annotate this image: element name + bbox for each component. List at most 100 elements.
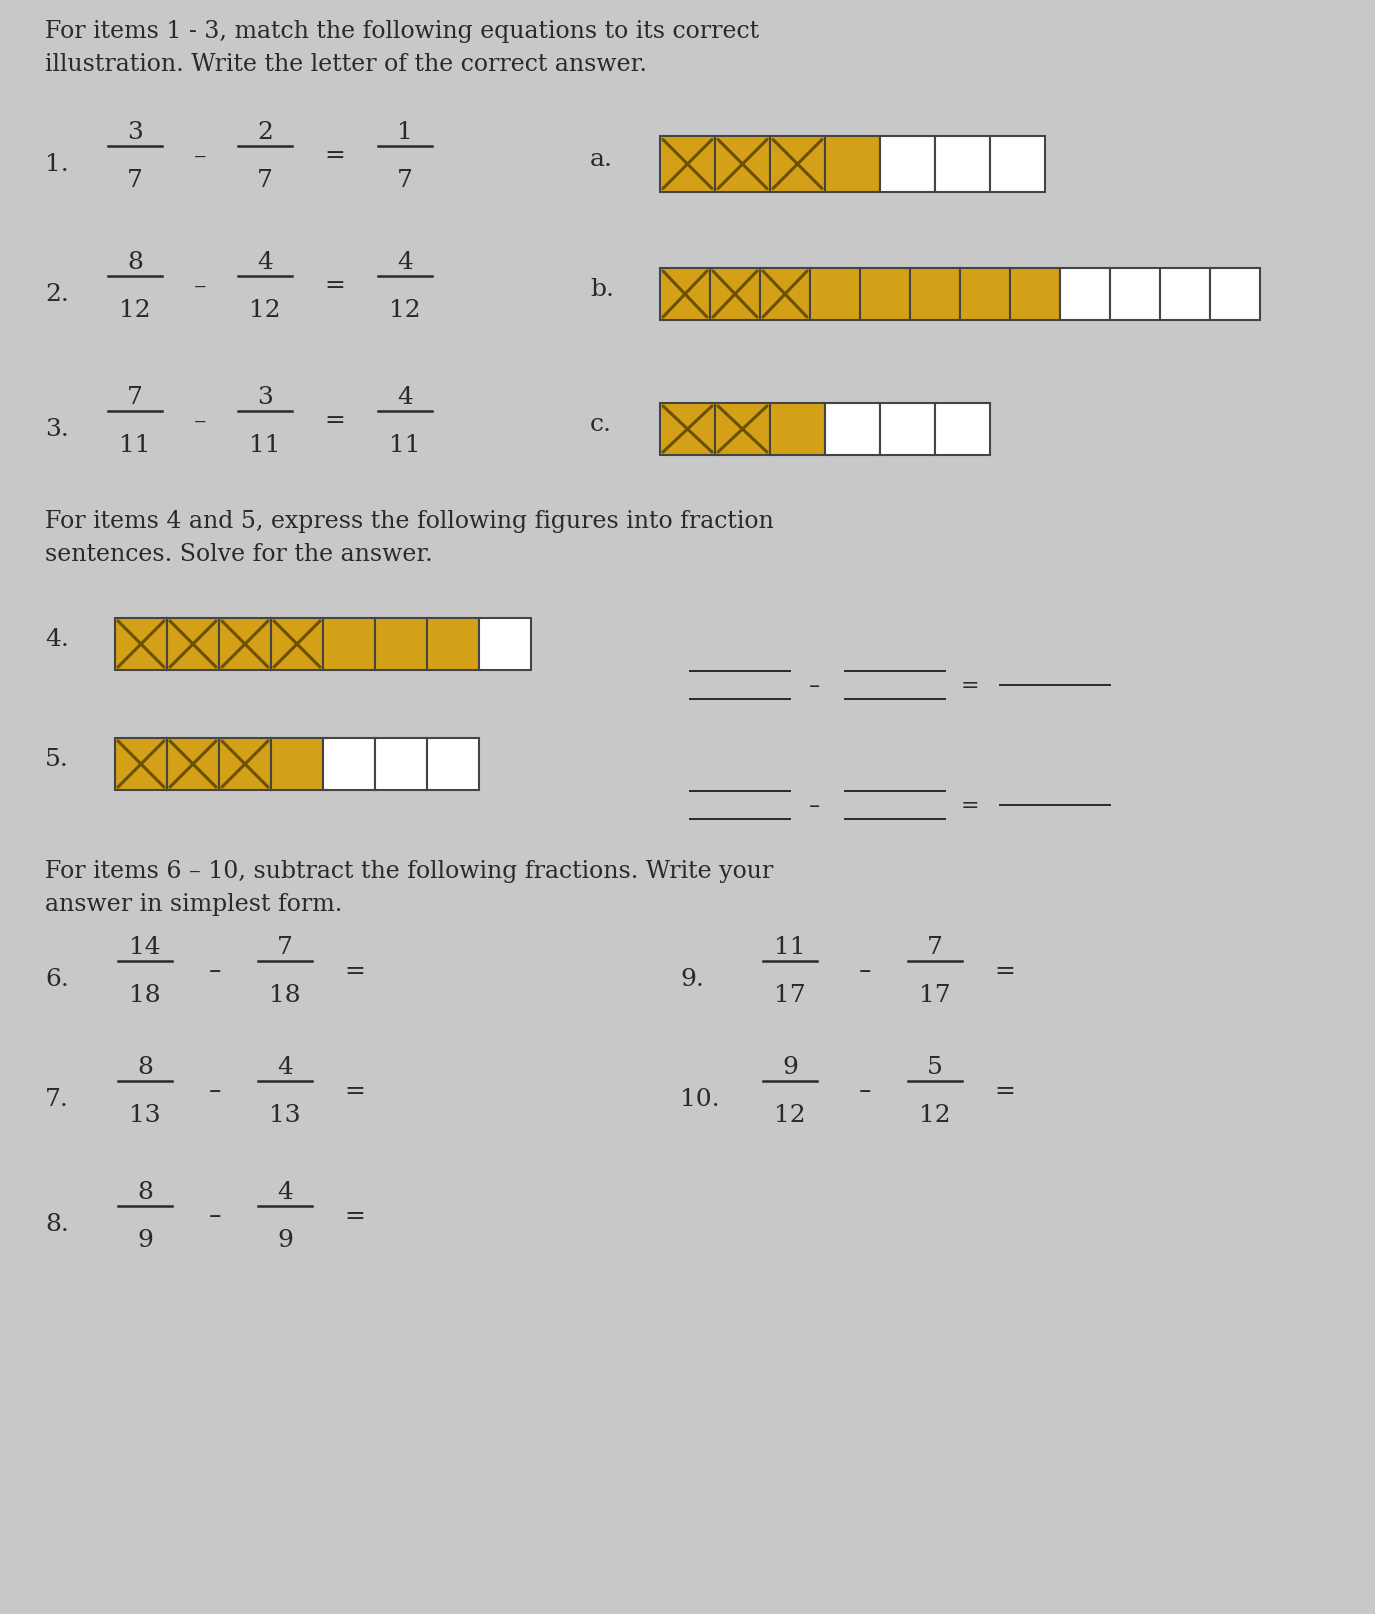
Text: –: – <box>859 959 872 983</box>
Bar <box>710 270 760 321</box>
Bar <box>478 618 531 670</box>
Text: 12: 12 <box>918 1104 951 1127</box>
Text: 17: 17 <box>918 983 951 1007</box>
Bar <box>825 404 880 455</box>
Bar <box>960 270 1011 321</box>
Text: 13: 13 <box>270 1104 301 1127</box>
Text: For items 6 – 10, subtract the following fractions. Write your
answer in simples: For items 6 – 10, subtract the following… <box>45 860 773 915</box>
Bar <box>760 270 810 321</box>
Text: 7: 7 <box>397 169 412 192</box>
Text: =: = <box>961 796 979 815</box>
Text: 2.: 2. <box>45 284 69 307</box>
Text: 17: 17 <box>774 983 806 1007</box>
Text: a.: a. <box>590 148 613 171</box>
Text: 1.: 1. <box>45 153 69 176</box>
Bar <box>910 270 960 321</box>
Bar <box>770 137 825 192</box>
Text: 11: 11 <box>249 434 280 457</box>
Text: 18: 18 <box>129 983 161 1007</box>
Text: 3: 3 <box>257 386 274 408</box>
Bar <box>428 618 478 670</box>
Bar <box>375 618 428 670</box>
Text: =: = <box>324 274 345 297</box>
Text: 4: 4 <box>257 250 274 274</box>
Bar <box>859 270 910 321</box>
Bar <box>219 739 271 791</box>
Bar <box>715 404 770 455</box>
Bar <box>219 618 271 670</box>
Text: 8: 8 <box>126 250 143 274</box>
Text: –: – <box>194 274 206 297</box>
Bar <box>1110 270 1160 321</box>
Text: b.: b. <box>590 278 615 302</box>
Bar <box>825 137 880 192</box>
Text: =: = <box>324 410 345 433</box>
Text: –: – <box>194 410 206 433</box>
Text: –: – <box>209 1078 221 1102</box>
Text: =: = <box>345 1204 366 1227</box>
Bar <box>116 618 166 670</box>
Text: –: – <box>810 796 821 815</box>
Text: 4: 4 <box>276 1180 293 1204</box>
Text: 6.: 6. <box>45 968 69 991</box>
Bar <box>323 739 375 791</box>
Text: 3: 3 <box>126 121 143 144</box>
Text: 7: 7 <box>927 936 943 959</box>
Bar <box>715 137 770 192</box>
Text: 9: 9 <box>782 1056 797 1078</box>
Text: 4: 4 <box>397 250 412 274</box>
Text: 12: 12 <box>249 299 280 321</box>
Bar <box>428 739 478 791</box>
Bar <box>323 618 375 670</box>
Text: 7: 7 <box>126 386 143 408</box>
Text: 7: 7 <box>257 169 274 192</box>
Text: 3.: 3. <box>45 418 69 441</box>
Text: 8: 8 <box>138 1056 153 1078</box>
Bar <box>660 404 715 455</box>
Bar <box>660 270 710 321</box>
Text: 7: 7 <box>126 169 143 192</box>
Text: 14: 14 <box>129 936 161 959</box>
Text: 5.: 5. <box>45 747 69 771</box>
Bar <box>770 404 825 455</box>
Bar <box>116 739 166 791</box>
Text: =: = <box>961 676 979 696</box>
Bar <box>935 404 990 455</box>
Text: 9: 9 <box>138 1228 153 1251</box>
Bar <box>880 137 935 192</box>
Bar <box>990 137 1045 192</box>
Text: 11: 11 <box>774 936 806 959</box>
Bar <box>1160 270 1210 321</box>
Text: –: – <box>209 1204 221 1227</box>
Text: For items 1 - 3, match the following equations to its correct
illustration. Writ: For items 1 - 3, match the following equ… <box>45 19 759 76</box>
Bar <box>660 137 715 192</box>
Bar <box>1060 270 1110 321</box>
Bar <box>1011 270 1060 321</box>
Text: 12: 12 <box>774 1104 806 1127</box>
Text: 12: 12 <box>120 299 151 321</box>
Bar <box>375 739 428 791</box>
Bar <box>166 739 219 791</box>
Text: 4.: 4. <box>45 628 69 650</box>
Text: 4: 4 <box>397 386 412 408</box>
Text: =: = <box>994 1078 1015 1102</box>
Text: 10.: 10. <box>681 1088 719 1110</box>
Text: 12: 12 <box>389 299 421 321</box>
Text: –: – <box>209 959 221 983</box>
Bar <box>880 404 935 455</box>
Text: 4: 4 <box>276 1056 293 1078</box>
Bar <box>271 618 323 670</box>
Text: 1: 1 <box>397 121 412 144</box>
Text: 5: 5 <box>927 1056 943 1078</box>
Text: 9.: 9. <box>681 968 704 991</box>
Text: 7.: 7. <box>45 1088 69 1110</box>
Text: 8.: 8. <box>45 1212 69 1236</box>
Text: 2: 2 <box>257 121 274 144</box>
Text: –: – <box>859 1078 872 1102</box>
Text: –: – <box>194 144 206 168</box>
Text: –: – <box>810 676 821 696</box>
Text: =: = <box>345 959 366 983</box>
Text: 13: 13 <box>129 1104 161 1127</box>
Text: 8: 8 <box>138 1180 153 1204</box>
Text: 7: 7 <box>276 936 293 959</box>
